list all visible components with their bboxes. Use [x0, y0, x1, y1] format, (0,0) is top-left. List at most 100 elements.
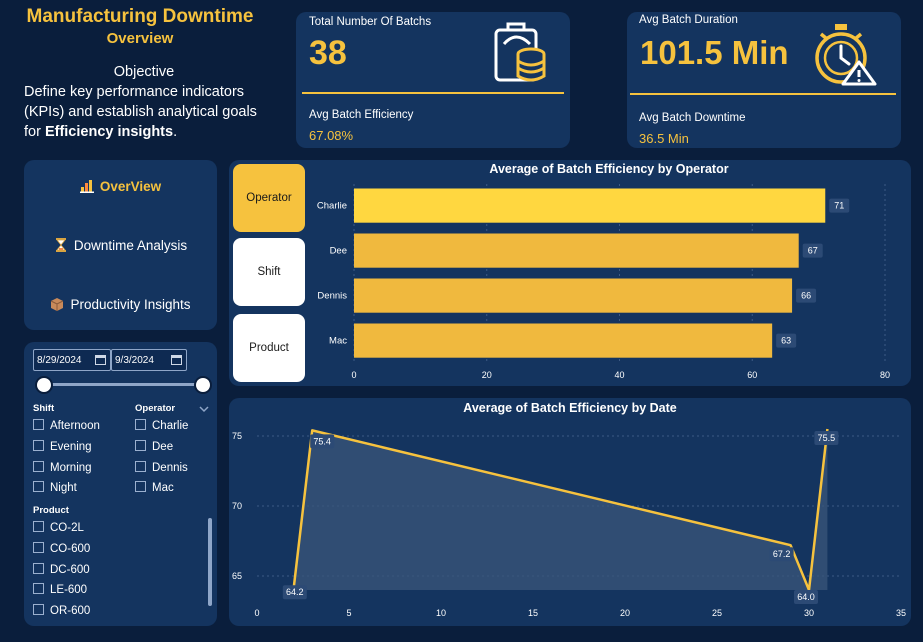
operator-option-label: Mac	[152, 482, 174, 494]
data-label: 64.0	[797, 592, 815, 602]
title-block: Manufacturing Downtime Overview	[24, 6, 256, 47]
data-label-bg	[282, 585, 307, 600]
product-option-label: LE-600	[50, 584, 88, 596]
y-tick-label: 65	[232, 571, 242, 581]
objective-heading: Objective	[113, 64, 175, 80]
x-tick-label: 35	[896, 608, 906, 618]
bar	[354, 323, 773, 358]
data-label-bg	[310, 434, 335, 449]
product-option[interactable]: OR-600	[33, 604, 90, 617]
category-label: Charlie	[317, 201, 347, 212]
segment-button-operator[interactable]: Operator	[233, 164, 305, 232]
series-line	[292, 428, 829, 592]
x-tick-label: 10	[436, 608, 446, 618]
shift-option-label: Evening	[50, 441, 92, 453]
data-label: 67.2	[773, 549, 791, 559]
nav-label: OverView	[99, 179, 162, 194]
operator-slicer-header: Operator	[135, 403, 176, 414]
operator-option-label: Charlie	[152, 420, 189, 432]
x-tick-label: 80	[880, 370, 890, 380]
bar	[354, 188, 826, 223]
data-label: 75.5	[818, 433, 836, 443]
shift-option[interactable]: Morning	[33, 461, 92, 474]
nav-item-overview[interactable]: OverView	[24, 179, 217, 194]
product-option[interactable]: CO-600	[33, 542, 90, 555]
operator-option[interactable]: Dennis	[135, 461, 188, 474]
operator-chart-panel: Operator Shift Product Average of Batch …	[229, 160, 911, 386]
nav-panel: OverView Downtime Analysis Productivity …	[24, 160, 217, 330]
nav-label: Productivity Insights	[70, 297, 191, 312]
operator-option[interactable]: Mac	[135, 481, 174, 494]
x-tick-label: 5	[346, 608, 351, 618]
operator-option[interactable]: Charlie	[135, 419, 188, 432]
area-fill	[293, 429, 828, 590]
product-option-label: CO-600	[50, 543, 91, 555]
kpi-label: Avg Batch Duration	[639, 14, 738, 26]
product-option[interactable]: DC-600	[33, 563, 90, 576]
x-tick-label: 0	[351, 370, 356, 380]
shift-option-label: Night	[50, 482, 77, 494]
shift-option[interactable]: Afternoon	[33, 419, 100, 432]
segment-label: Product	[249, 342, 289, 354]
date-slider-track[interactable]	[43, 383, 203, 386]
segment-button-product[interactable]: Product	[233, 314, 305, 382]
kpi-divider	[630, 93, 896, 95]
date-start-input[interactable]: 8/29/2024	[33, 349, 111, 371]
kpi-value: 101.5 Min	[640, 34, 789, 71]
date-slider-start-handle[interactable]	[35, 376, 53, 394]
date-slider-end-handle[interactable]	[194, 376, 212, 394]
date-chart-panel: Average of Batch Efficiency by Date 65 70…	[229, 398, 911, 626]
operator-option[interactable]: Dee	[135, 440, 173, 453]
product-option[interactable]: CO-2L	[33, 521, 84, 534]
shift-option[interactable]: Night	[33, 481, 77, 494]
calendar-icon[interactable]	[95, 355, 106, 365]
bar	[354, 278, 793, 313]
shift-option-label: Afternoon	[50, 420, 100, 432]
calendar-icon[interactable]	[171, 355, 182, 365]
data-label: 64.2	[286, 587, 304, 597]
box-icon	[51, 298, 64, 311]
x-tick-label: 15	[528, 608, 538, 618]
operator-option-label: Dennis	[152, 462, 188, 474]
filter-scrollbar[interactable]	[208, 518, 212, 606]
data-label-bg	[814, 431, 839, 445]
data-label-bg	[776, 333, 797, 348]
y-tick-label: 75	[232, 431, 242, 441]
data-label: 67	[808, 246, 818, 256]
bar	[354, 233, 799, 268]
product-option-label: OR-600	[50, 605, 91, 617]
segment-button-shift[interactable]: Shift	[233, 238, 305, 306]
date-end-input[interactable]: 9/3/2024	[111, 349, 187, 371]
filters-panel: 8/29/2024 9/3/2024 Shift Operator Aftern…	[24, 342, 217, 626]
shift-slicer-header: Shift	[33, 403, 55, 414]
clipboard-database-icon	[486, 20, 550, 89]
data-label-bg	[829, 198, 850, 213]
product-option[interactable]: LE-600	[33, 583, 87, 596]
product-option-label: DC-600	[50, 564, 90, 576]
stopwatch-warning-icon	[813, 20, 879, 93]
bar-chart: 0 20 40 60 80 Charlie 71 Dee 67 Dennis 66 Mac 63	[317, 184, 890, 380]
nav-item-productivity[interactable]: Productivity Insights	[24, 297, 217, 312]
nav-item-downtime[interactable]: Downtime Analysis	[24, 238, 217, 253]
data-label-bg	[794, 590, 818, 604]
x-tick-label: 25	[712, 608, 722, 618]
category-label: Dee	[330, 246, 347, 257]
page-subtitle: Overview	[106, 30, 174, 47]
product-slicer-header: Product	[33, 505, 69, 516]
chevron-down-icon[interactable]	[199, 400, 209, 418]
operator-option-label: Dee	[152, 441, 174, 453]
bar-chart-title: Average of Batch Efficiency by Operator	[489, 162, 729, 176]
segment-label: Operator	[246, 192, 292, 204]
line-chart: 65 70 75 0 5 10 15 20 25 30 35 64.2 75.4 67.2 64.0 75.5	[232, 428, 906, 618]
data-label: 71	[834, 201, 844, 211]
shift-option[interactable]: Evening	[33, 440, 92, 453]
objective-body: Define key performance indicators (KPIs)…	[24, 82, 264, 142]
nav-label: Downtime Analysis	[73, 238, 188, 253]
kpi-sub-label: Avg Batch Efficiency	[309, 109, 414, 121]
category-label: Mac	[329, 336, 347, 347]
page-title: Manufacturing Downtime	[26, 6, 254, 27]
x-tick-label: 20	[482, 370, 492, 380]
kpi-label: Total Number Of Batchs	[309, 16, 432, 28]
chart-icon	[79, 180, 94, 193]
category-label: Dennis	[317, 291, 347, 302]
